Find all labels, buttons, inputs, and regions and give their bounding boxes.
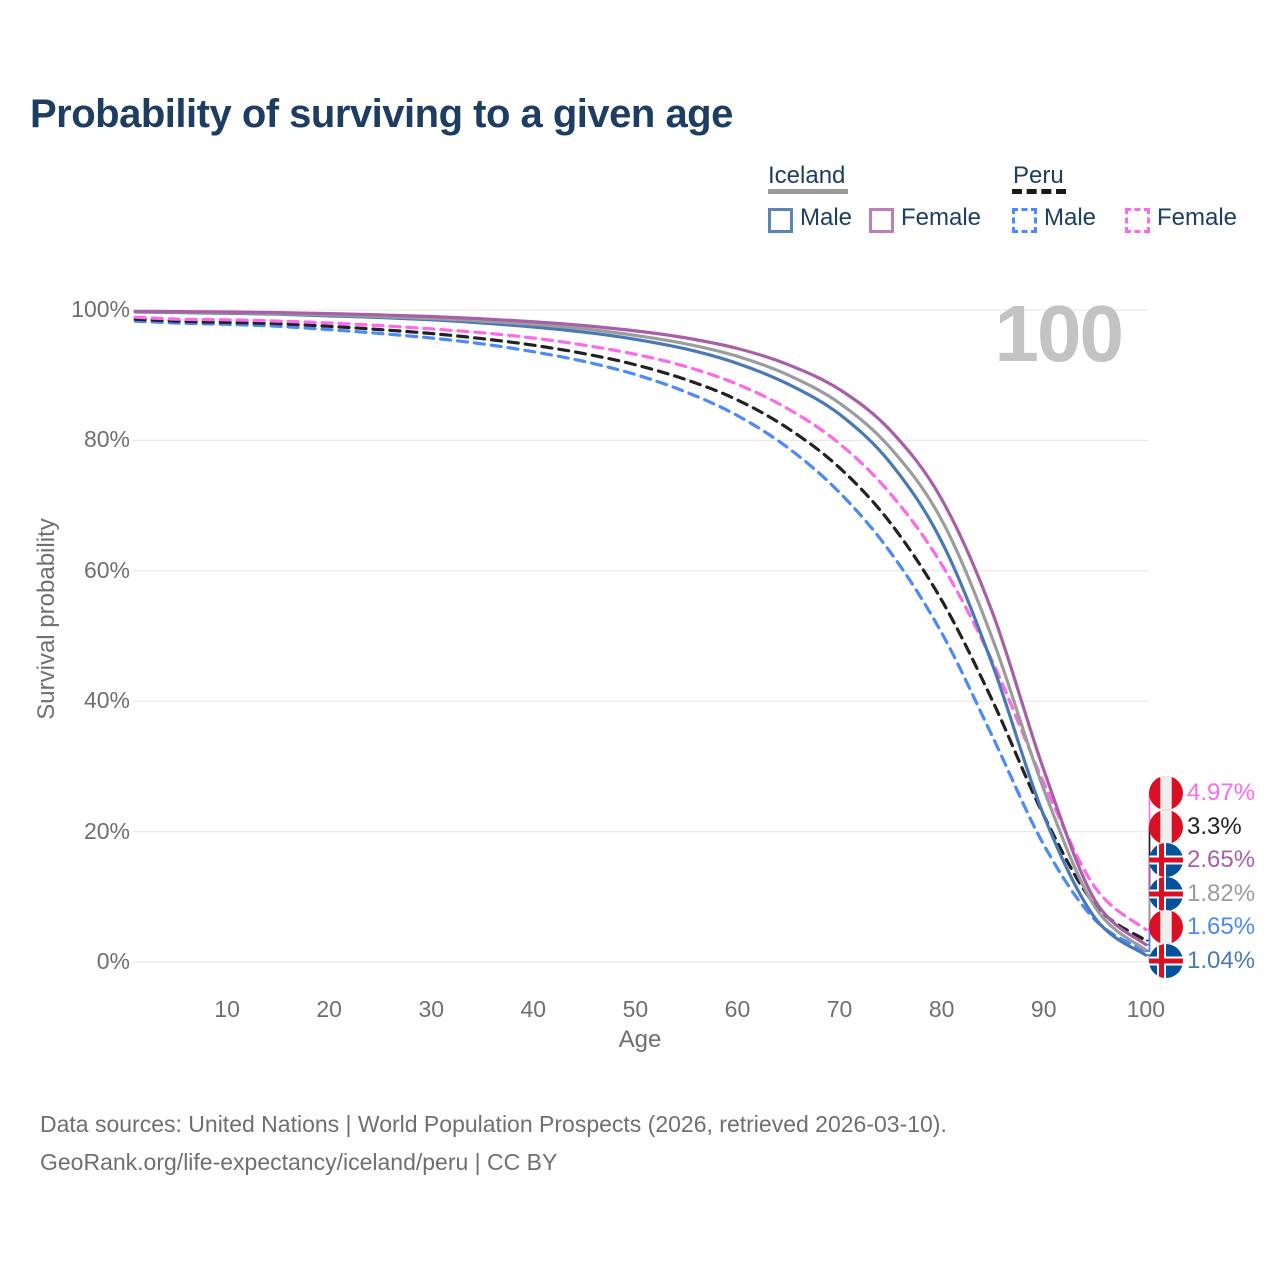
- curve-iceland-female[interactable]: [133, 309, 1148, 947]
- iceland-flag-icon: [1149, 876, 1183, 911]
- curve-iceland-male[interactable]: [133, 310, 1148, 957]
- x-tick-label-40: 40: [520, 996, 547, 1022]
- y-tick-label-80%: 80%: [83, 426, 130, 453]
- legend-group-peru-header[interactable]: Peru: [1013, 162, 1064, 189]
- y-tick-label-100%: 100%: [71, 296, 130, 322]
- y-tick-label-20%: 20%: [83, 817, 130, 844]
- footer-line-sources: Data sources: United Nations | World Pop…: [40, 1111, 947, 1137]
- x-tick-label-80: 80: [928, 996, 955, 1022]
- x-axis-title: Age: [618, 1026, 662, 1053]
- x-tick-label-70: 70: [826, 996, 853, 1022]
- peru-flag-icon: [1149, 910, 1183, 945]
- curve-peru-female[interactable]: [133, 315, 1148, 932]
- x-tick-label-20: 20: [316, 996, 342, 1022]
- legend-peru-underline: [1012, 189, 1066, 194]
- iceland-flag-icon: [1149, 944, 1183, 978]
- end-label-value: 3.3%: [1187, 812, 1242, 840]
- legend-swatch-iceland-male[interactable]: [768, 208, 793, 233]
- end-label-peru-female: 4.97%: [1149, 776, 1255, 810]
- legend-swatch-iceland-female[interactable]: [869, 208, 894, 233]
- end-label-peru-both-sexes: 3.3%: [1149, 809, 1242, 844]
- peru-flag-icon: [1149, 776, 1183, 810]
- age-100-watermark: 100: [994, 289, 1124, 378]
- end-label-value: 4.97%: [1187, 779, 1256, 806]
- x-tick-label-90: 90: [1030, 996, 1057, 1022]
- y-tick-label-0%: 0%: [96, 948, 130, 974]
- legend-swatch-peru-male[interactable]: [1012, 208, 1037, 233]
- footer-line-attribution: GeoRank.org/life-expectancy/iceland/peru…: [40, 1148, 558, 1175]
- end-label-value: 2.65%: [1187, 846, 1256, 874]
- x-tick-label-100: 100: [1126, 996, 1165, 1022]
- legend-label-iceland-female[interactable]: Female: [901, 204, 982, 231]
- end-label-iceland-female: 2.65%: [1149, 843, 1256, 878]
- legend-label-iceland-male[interactable]: Male: [800, 204, 853, 231]
- end-label-iceland-both-sexes: 1.82%: [1149, 876, 1256, 911]
- peru-flag-icon: [1149, 809, 1183, 844]
- end-label-peru-male: 1.65%: [1149, 910, 1256, 945]
- curve-iceland-both-sexes[interactable]: [133, 310, 1148, 952]
- curve-peru-both-sexes[interactable]: [133, 317, 1148, 943]
- legend-group-iceland-header[interactable]: Iceland: [768, 162, 846, 189]
- footer-note: Data sources: United Nations | World Pop…: [40, 1106, 947, 1182]
- end-label-value: 1.65%: [1187, 913, 1256, 941]
- iceland-flag-icon: [1149, 843, 1183, 878]
- y-tick-label-40%: 40%: [83, 687, 130, 714]
- legend-swatch-peru-female[interactable]: [1125, 208, 1150, 233]
- end-label-iceland-male: 1.04%: [1149, 944, 1255, 978]
- end-label-value: 1.04%: [1187, 947, 1256, 974]
- y-axis-title: Survival probability: [33, 518, 60, 720]
- legend-label-peru-female[interactable]: Female: [1157, 204, 1238, 231]
- x-tick-label-50: 50: [622, 996, 649, 1022]
- legend-label-peru-male[interactable]: Male: [1044, 204, 1097, 231]
- chart-title: Probability of surviving to a given age: [30, 92, 733, 136]
- x-tick-label-60: 60: [724, 996, 751, 1022]
- curve-peru-male[interactable]: [133, 319, 1148, 953]
- legend-iceland-underline: [768, 189, 848, 194]
- x-tick-label-30: 30: [418, 996, 445, 1022]
- y-tick-label-60%: 60%: [83, 556, 130, 583]
- end-label-value: 1.82%: [1187, 879, 1256, 907]
- x-tick-label-10: 10: [214, 996, 240, 1022]
